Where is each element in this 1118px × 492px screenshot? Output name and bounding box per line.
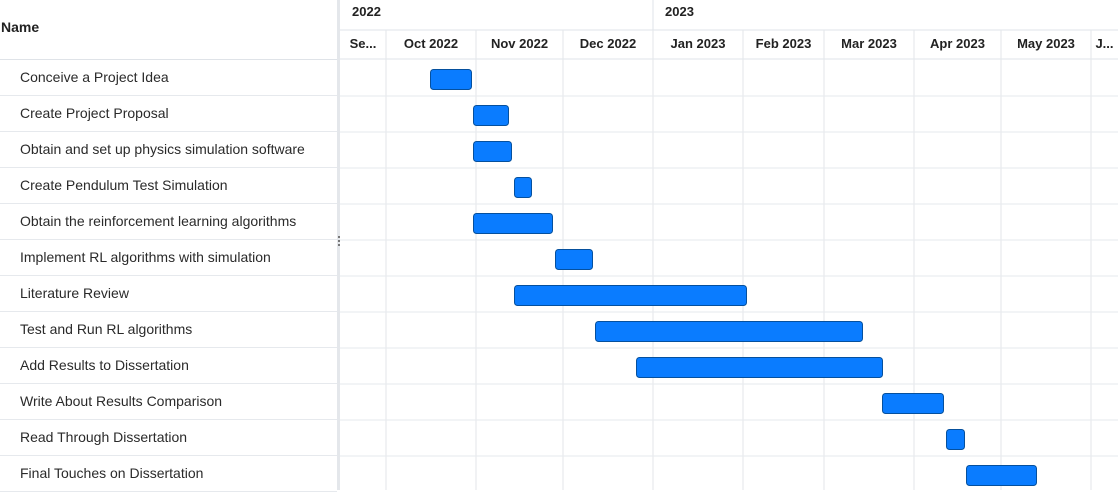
task-name: Implement RL algorithms with simulation <box>20 249 271 265</box>
splitter-grip-icon[interactable] <box>337 236 340 250</box>
task-bar[interactable] <box>473 141 512 162</box>
task-row[interactable]: Literature Review <box>0 276 337 312</box>
year-label: 2023 <box>665 4 694 19</box>
task-name: Create Project Proposal <box>20 105 169 121</box>
task-row[interactable]: Obtain the reinforcement learning algori… <box>0 204 337 240</box>
task-name: Test and Run RL algorithms <box>20 321 193 337</box>
task-name: Final Touches on Dissertation <box>20 465 204 481</box>
name-column-header[interactable]: Name <box>0 0 337 60</box>
task-name: Conceive a Project Idea <box>20 69 169 85</box>
task-row[interactable]: Create Pendulum Test Simulation <box>0 168 337 204</box>
task-bar[interactable] <box>514 285 747 306</box>
task-row[interactable]: Final Touches on Dissertation <box>0 456 337 492</box>
task-name: Create Pendulum Test Simulation <box>20 177 228 193</box>
task-bar[interactable] <box>430 69 472 90</box>
month-label: J... <box>1095 36 1113 51</box>
task-row[interactable]: Test and Run RL algorithms <box>0 312 337 348</box>
month-label: Apr 2023 <box>930 36 985 51</box>
month-label: Se... <box>350 36 377 51</box>
task-row[interactable]: Write About Results Comparison <box>0 384 337 420</box>
month-label: Feb 2023 <box>756 36 812 51</box>
task-name: Write About Results Comparison <box>20 393 223 409</box>
task-row[interactable]: Obtain and set up physics simulation sof… <box>0 132 337 168</box>
task-bar[interactable] <box>555 249 593 270</box>
task-name-panel: Name Conceive a Project Idea Create Proje… <box>0 0 337 492</box>
task-name: Obtain the reinforcement learning algori… <box>20 213 297 229</box>
task-name: Read Through Dissertation <box>20 429 188 445</box>
task-row[interactable]: Conceive a Project Idea <box>0 60 337 96</box>
task-row[interactable]: Add Results to Dissertation <box>0 348 337 384</box>
task-bar[interactable] <box>946 429 965 450</box>
task-name: Literature Review <box>20 285 129 301</box>
task-name: Obtain and set up physics simulation sof… <box>20 141 305 157</box>
month-label: May 2023 <box>1017 36 1075 51</box>
task-bar[interactable] <box>636 357 883 378</box>
month-label: Dec 2022 <box>580 36 636 51</box>
name-column-label: Name <box>1 19 40 35</box>
month-label: Jan 2023 <box>671 36 726 51</box>
month-label: Nov 2022 <box>491 36 548 51</box>
gantt-timeline: 2022 2023 Se... Oct 2022 Nov 2022 Dec 2022 Jan… <box>340 0 1118 490</box>
task-bar[interactable] <box>966 465 1037 486</box>
task-bar[interactable] <box>473 213 553 234</box>
task-row[interactable]: Create Project Proposal <box>0 96 337 132</box>
task-bar[interactable] <box>882 393 944 414</box>
task-bar[interactable] <box>595 321 863 342</box>
task-name: Add Results to Dissertation <box>20 357 189 373</box>
month-label: Mar 2023 <box>841 36 897 51</box>
year-label: 2022 <box>352 4 381 19</box>
task-bar[interactable] <box>473 105 509 126</box>
task-row[interactable]: Read Through Dissertation <box>0 420 337 456</box>
task-row[interactable]: Implement RL algorithms with simulation <box>0 240 337 276</box>
task-bar[interactable] <box>514 177 532 198</box>
month-label: Oct 2022 <box>404 36 458 51</box>
